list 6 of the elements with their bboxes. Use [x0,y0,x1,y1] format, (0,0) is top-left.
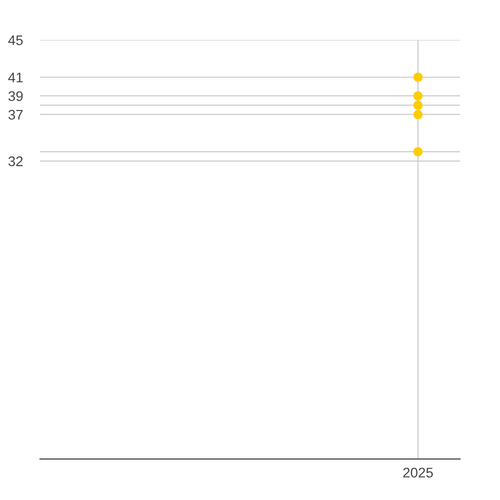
y-tick-label: 45 [8,35,23,46]
y-tick-label: 32 [8,156,23,166]
y-tick-label: 39 [8,91,23,102]
y-tick-label: 37 [8,110,23,120]
y-tick-label: 41 [8,72,23,82]
x-tick-label: 2025 [403,468,433,478]
